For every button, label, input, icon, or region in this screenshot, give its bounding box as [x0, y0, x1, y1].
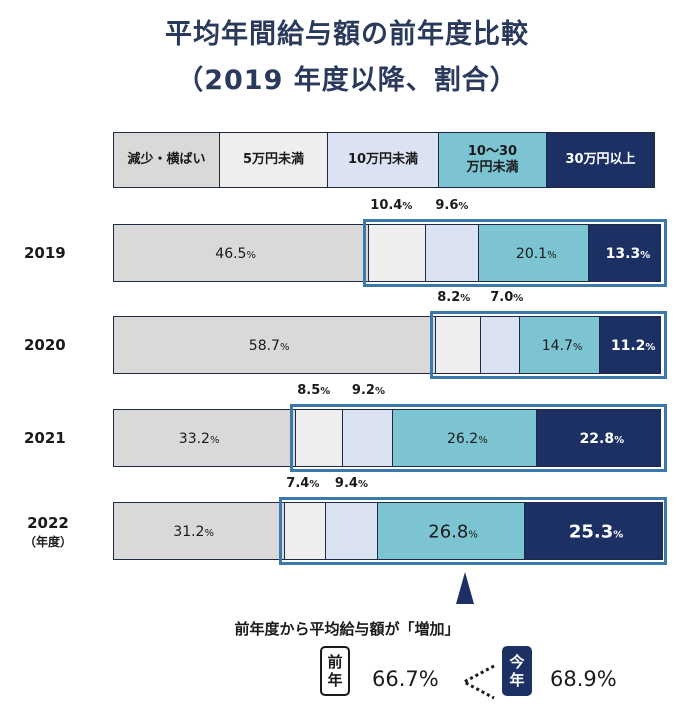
curr-badge-char1: 今	[509, 653, 525, 671]
bar-2019-series-4	[588, 224, 662, 282]
bar-2019-series-2	[425, 224, 479, 282]
data-label-2019-series-4: 13.3%	[605, 246, 651, 262]
dotted-arrow	[460, 664, 495, 700]
bar-2022-series-1	[284, 502, 325, 560]
bar-2022-series-2	[324, 502, 377, 560]
bar-2019-series-3	[478, 224, 589, 282]
prev-year-value: 66.7%	[372, 667, 439, 691]
y-label-2021: 2021	[24, 429, 66, 447]
curr-year-badge: 今 年	[502, 646, 532, 696]
increase-frame-2020	[430, 311, 667, 379]
bar-2020-series-4	[599, 316, 661, 374]
data-label-2022-series-0: 31.2%	[173, 524, 214, 540]
data-label-2020-series-3: 14.7%	[541, 338, 583, 354]
data-label-2020-series-4: 11.2%	[610, 338, 656, 354]
bar-2021-series-3	[392, 409, 537, 467]
data-label-2022-series-1: 7.4%	[286, 476, 320, 491]
curr-badge-char2: 年	[509, 671, 525, 689]
increase-frame-2022	[279, 497, 667, 565]
y-label-2019: 2019	[24, 244, 66, 262]
data-label-2020-series-1: 8.2%	[437, 290, 471, 305]
bar-2021-series-2	[341, 409, 393, 467]
bar-2021-series-1	[295, 409, 342, 467]
data-label-2021-series-4: 22.8%	[579, 431, 625, 447]
bar-2020-series-3	[518, 316, 600, 374]
bar-2022-series-0	[113, 502, 285, 560]
bar-2020-series-1	[435, 316, 481, 374]
bar-2022-series-4	[523, 502, 663, 560]
legend-item-1: 5万円未満	[219, 132, 328, 188]
data-label-2021-series-3: 26.2%	[447, 431, 488, 447]
increase-frame-2019	[363, 219, 667, 287]
legend-item-4: 30万円以上	[546, 132, 655, 188]
bar-2020-series-0	[113, 316, 436, 374]
legend-item-2: 10万円未満	[327, 132, 439, 188]
bar-2020-series-2	[480, 316, 519, 374]
curr-year-value: 68.9%	[550, 667, 617, 691]
legend-item-3: 10〜30 万円未満	[438, 132, 547, 188]
bar-2019-series-1	[368, 224, 426, 282]
bar-2022-series-3	[376, 502, 524, 560]
data-label-2019-series-3: 20.1%	[515, 246, 557, 262]
data-label-2019-series-1: 10.4%	[370, 198, 413, 213]
data-label-2019-series-2: 9.6%	[435, 198, 469, 213]
data-label-2022-series-3: 26.8%	[428, 521, 478, 543]
chart-title-line2: （2019 年度以降、割合）	[176, 65, 518, 96]
increase-frame-2021	[290, 404, 667, 472]
data-label-2020-series-2: 7.0%	[490, 290, 524, 305]
y-label-2022: 2022 （年度）	[24, 514, 73, 549]
chart-title-line1: 平均年間給与額の前年度比較	[165, 19, 529, 50]
data-label-2019-series-0: 46.5%	[215, 246, 256, 262]
bar-2021-series-0	[113, 409, 296, 467]
data-label-2021-series-0: 33.2%	[178, 431, 220, 447]
prev-badge-char1: 前	[327, 653, 343, 671]
prev-year-badge: 前 年	[320, 646, 350, 696]
pointer-triangle	[456, 572, 474, 604]
increase-note: 前年度から平均給与額が「増加」	[234, 620, 460, 638]
data-label-2021-series-2: 9.2%	[351, 383, 385, 398]
data-label-2022-series-4: 25.3%	[568, 521, 624, 543]
data-label-2020-series-0: 58.7%	[248, 338, 290, 354]
prev-badge-char2: 年	[327, 671, 343, 689]
data-label-2021-series-1: 8.5%	[297, 383, 331, 398]
y-label-2020: 2020	[24, 336, 66, 354]
data-label-2022-series-2: 9.4%	[334, 476, 368, 491]
legend-item-0: 減少・横ばい	[113, 132, 220, 188]
bar-2019-series-0	[113, 224, 369, 282]
bar-2021-series-4	[536, 409, 662, 467]
